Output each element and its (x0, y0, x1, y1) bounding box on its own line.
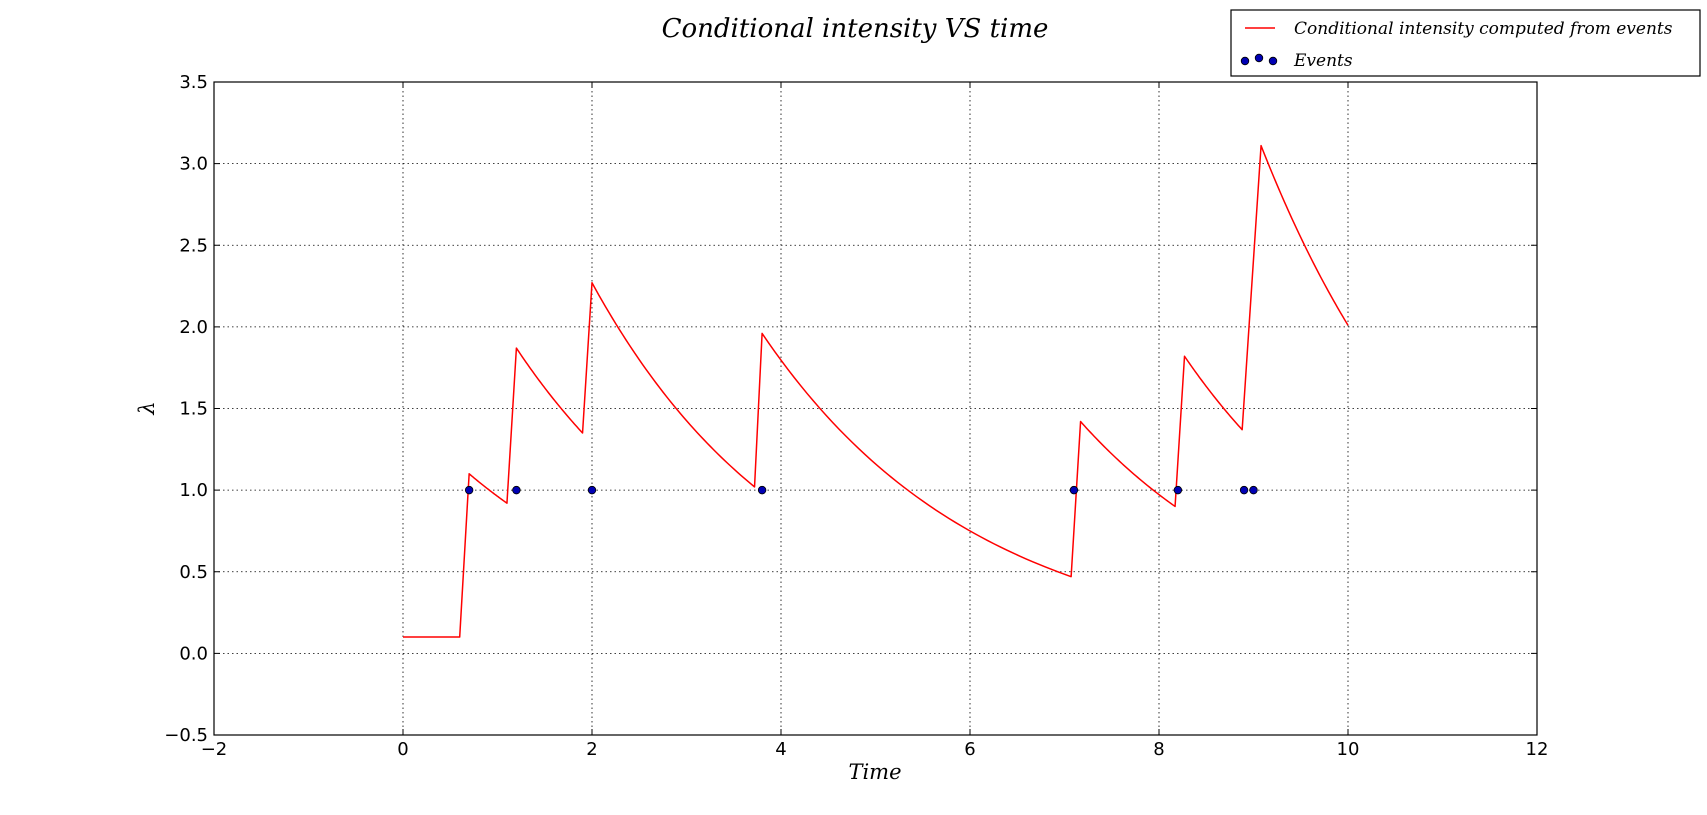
x-tick-label: −2 (201, 739, 228, 760)
y-axis-label: λ (135, 401, 159, 415)
x-tick-label: 6 (964, 739, 975, 760)
x-tick-label: 10 (1337, 739, 1360, 760)
event-point (464, 485, 474, 495)
intensity-line (403, 144, 1349, 638)
x-tick-label: 12 (1526, 739, 1549, 760)
y-tick-label: 0.0 (179, 643, 208, 664)
x-tick-label: 2 (586, 739, 597, 760)
x-tick-label: 4 (775, 739, 786, 760)
chart-title: Conditional intensity VS time (662, 14, 1049, 44)
x-axis-label: Time (848, 760, 901, 784)
event-point (1239, 485, 1249, 495)
y-tick-label: 0.5 (179, 562, 208, 583)
event-point (1173, 485, 1183, 495)
event-point (757, 485, 767, 495)
y-tick-label: 1.5 (179, 399, 208, 420)
legend-box (1230, 9, 1701, 77)
legend-event-marker (1240, 56, 1250, 66)
y-tick-label: 3.5 (179, 72, 208, 93)
y-tick-label: 3.0 (179, 154, 208, 175)
legend-label-intensity: Conditional intensity computed from even… (1294, 19, 1673, 39)
event-point (1249, 485, 1258, 495)
legend: Conditional intensity computed from even… (1230, 9, 1701, 77)
grid (214, 82, 1537, 735)
legend-label-events: Events (1293, 51, 1353, 71)
y-tick-label: −0.5 (164, 725, 208, 746)
event-point (512, 485, 521, 495)
x-tick-label: 0 (397, 739, 408, 760)
series (403, 144, 1349, 638)
ticks: −2 0 2 4 6 8 10 12 −0.5 0.0 0.5 1.0 1.5 2.0 2.5 3.0 3.5 (164, 72, 1548, 760)
legend-event-marker (1254, 53, 1264, 63)
legend-event-marker (1268, 56, 1278, 66)
event-point (587, 485, 597, 495)
y-tick-label: 2.0 (179, 317, 208, 338)
y-tick-label: 2.5 (179, 235, 208, 256)
x-tick-label: 8 (1153, 739, 1164, 760)
event-point (1069, 485, 1079, 495)
y-tick-label: 1.0 (179, 480, 208, 501)
